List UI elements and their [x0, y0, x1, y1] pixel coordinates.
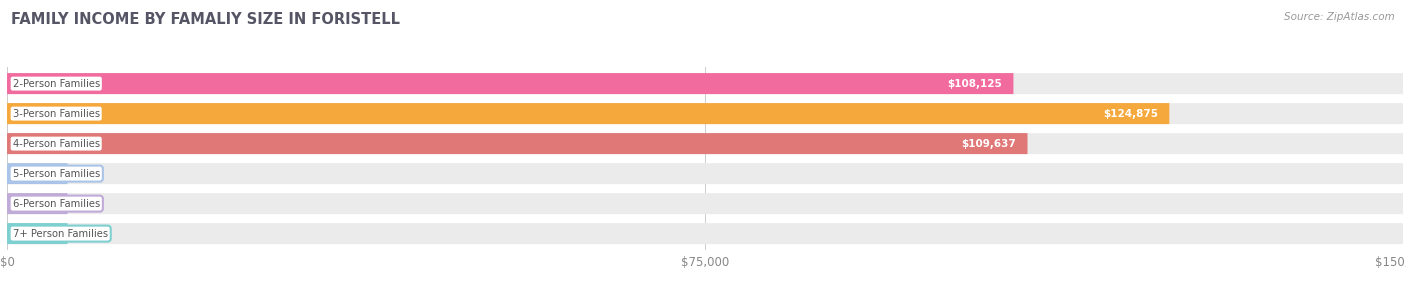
Text: $109,637: $109,637	[962, 138, 1017, 149]
Text: Source: ZipAtlas.com: Source: ZipAtlas.com	[1284, 12, 1395, 22]
FancyBboxPatch shape	[7, 103, 1403, 124]
Text: $0: $0	[79, 229, 93, 239]
FancyBboxPatch shape	[7, 73, 1014, 94]
FancyBboxPatch shape	[7, 133, 1028, 154]
FancyBboxPatch shape	[7, 103, 1170, 124]
Text: FAMILY INCOME BY FAMALIY SIZE IN FORISTELL: FAMILY INCOME BY FAMALIY SIZE IN FORISTE…	[11, 12, 401, 27]
Text: $124,875: $124,875	[1104, 109, 1159, 119]
FancyBboxPatch shape	[7, 193, 67, 214]
Text: $0: $0	[79, 199, 93, 209]
FancyBboxPatch shape	[7, 163, 67, 184]
FancyBboxPatch shape	[7, 133, 1403, 154]
Text: 4-Person Families: 4-Person Families	[13, 138, 100, 149]
FancyBboxPatch shape	[7, 163, 1403, 184]
Text: 5-Person Families: 5-Person Families	[13, 169, 100, 179]
Text: 2-Person Families: 2-Person Families	[13, 79, 100, 88]
Text: $0: $0	[79, 169, 93, 179]
Text: 3-Person Families: 3-Person Families	[13, 109, 100, 119]
FancyBboxPatch shape	[7, 73, 1403, 94]
Text: $108,125: $108,125	[948, 79, 1002, 88]
Text: 6-Person Families: 6-Person Families	[13, 199, 100, 209]
FancyBboxPatch shape	[7, 193, 1403, 214]
FancyBboxPatch shape	[7, 223, 1403, 244]
Text: 7+ Person Families: 7+ Person Families	[13, 229, 108, 239]
FancyBboxPatch shape	[7, 223, 67, 244]
